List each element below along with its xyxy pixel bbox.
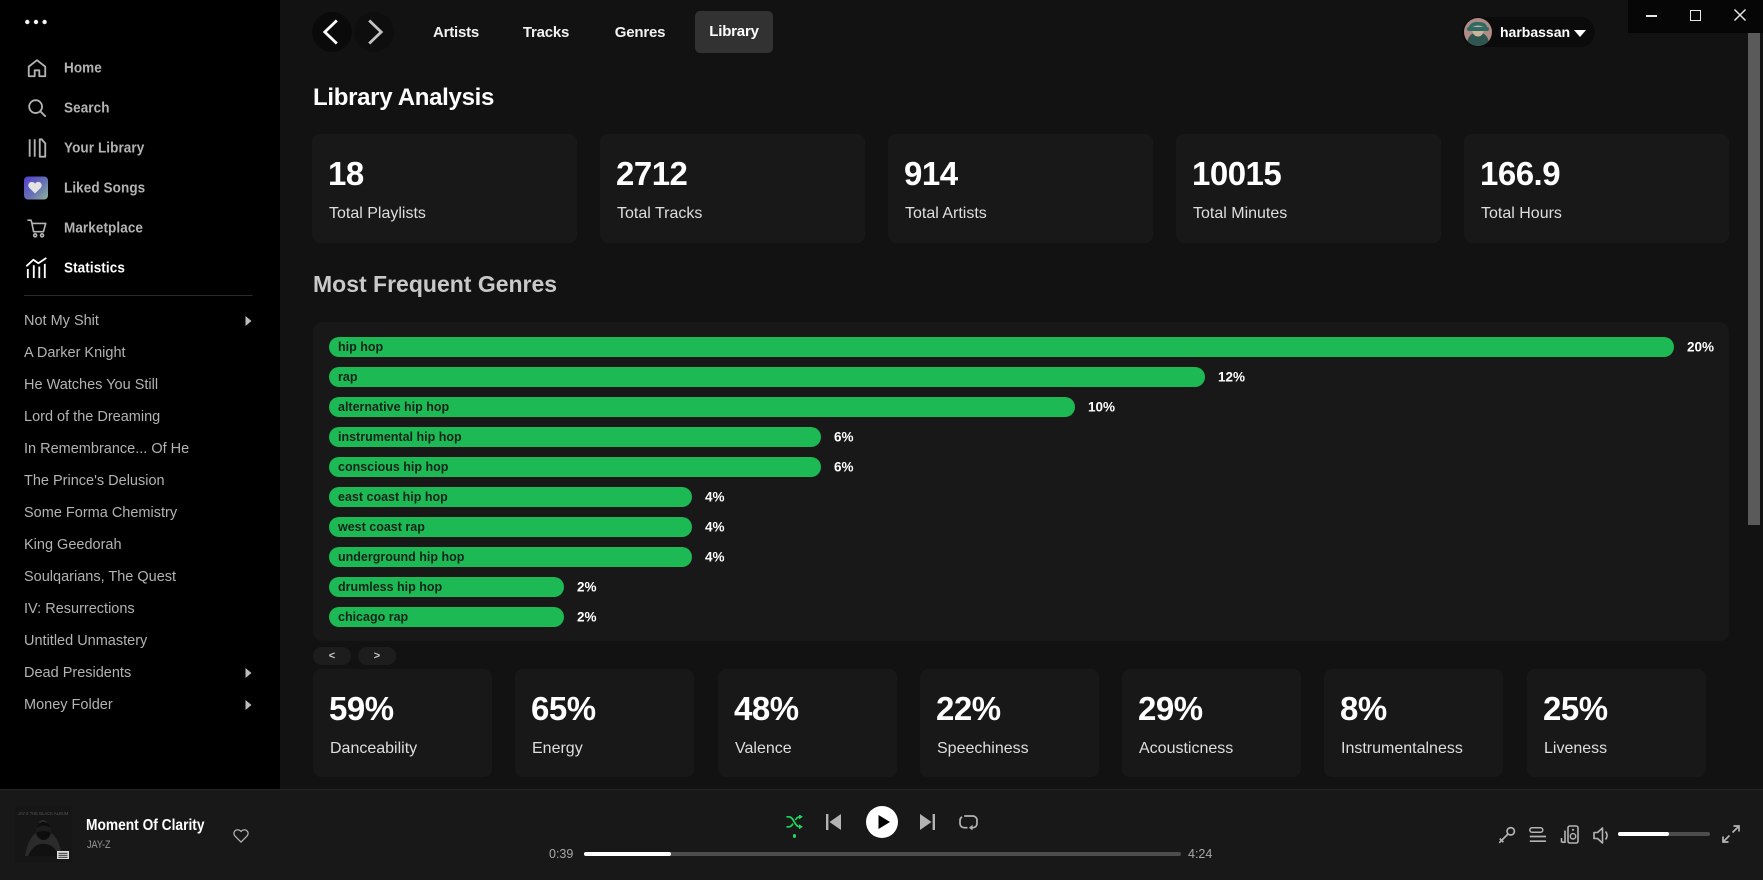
svg-text:JAY-Z THE BLACK ALBUM: JAY-Z THE BLACK ALBUM	[18, 811, 69, 816]
